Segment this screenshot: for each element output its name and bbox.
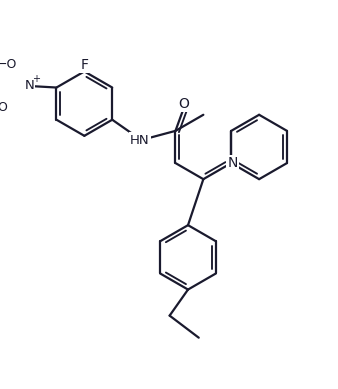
Text: O: O <box>0 101 7 114</box>
Text: HN: HN <box>130 133 149 147</box>
Text: F: F <box>80 58 88 72</box>
Text: N: N <box>227 156 238 170</box>
Text: +: + <box>32 74 40 84</box>
Text: −O: −O <box>0 58 17 71</box>
Text: O: O <box>178 97 189 111</box>
Text: N: N <box>25 79 34 93</box>
